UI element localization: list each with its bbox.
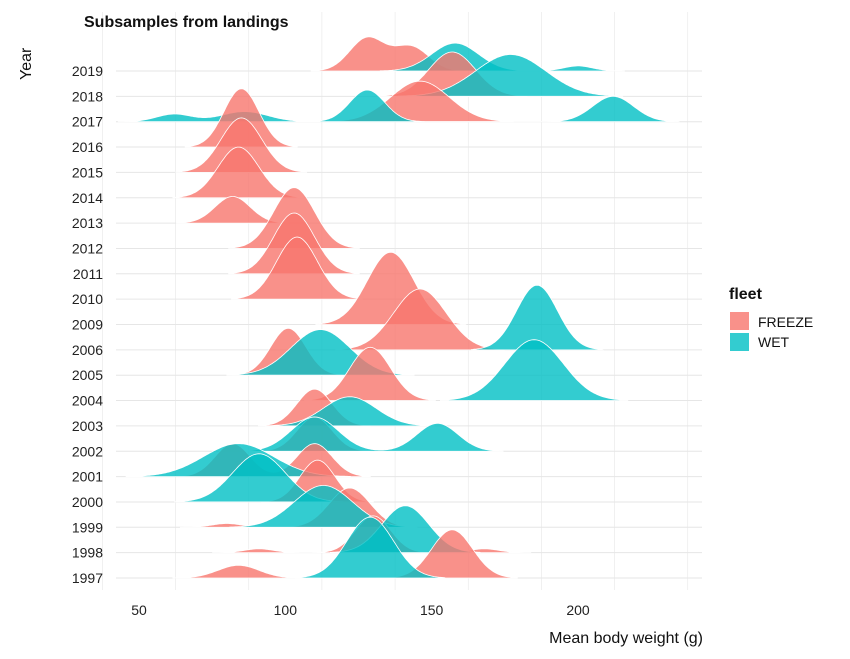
x-axis-title: Mean body weight (g) xyxy=(549,630,703,647)
y-tick-label: 2003 xyxy=(72,418,103,434)
y-tick-labels: 1997 1998 1999 2000 2001 2002 2003 2004 2005 2006… xyxy=(72,63,103,586)
ridge-densities xyxy=(117,36,681,579)
x-tick-labels: 50 100 150 200 xyxy=(131,602,590,618)
y-tick-label: 2001 xyxy=(72,469,103,485)
y-tick-label: 2018 xyxy=(72,88,103,104)
ridge-wet-2006 xyxy=(471,284,605,351)
chart-title: Subsamples from landings xyxy=(84,14,289,31)
legend-label-wet: WET xyxy=(758,334,790,350)
x-tick-label: 200 xyxy=(566,602,590,618)
x-tick-label: 50 xyxy=(131,602,147,618)
legend-swatch-wet xyxy=(730,333,749,351)
y-tick-label: 2006 xyxy=(72,342,103,358)
y-tick-label: 2019 xyxy=(72,63,103,79)
y-axis-title: Year xyxy=(18,47,35,80)
y-tick-label: 2014 xyxy=(72,190,103,206)
y-tick-label: 2015 xyxy=(72,164,103,180)
ridge-freeze-2010 xyxy=(231,236,363,300)
y-tick-label: 1999 xyxy=(72,519,103,535)
y-tick-label: 2017 xyxy=(72,114,103,130)
y-tick-label: 2010 xyxy=(72,291,103,307)
x-tick-label: 150 xyxy=(420,602,444,618)
y-tick-label: 2004 xyxy=(72,393,103,409)
ridge-freeze-2006 xyxy=(335,288,505,351)
ridge-freeze-2015 xyxy=(175,117,308,173)
legend-swatch-freeze xyxy=(730,312,749,330)
y-tick-label: 2002 xyxy=(72,443,103,459)
ridge-wet-1997 xyxy=(294,516,447,579)
legend-label-freeze: FREEZE xyxy=(758,314,813,330)
y-tick-label: 2009 xyxy=(72,317,103,333)
y-tick-label: 2016 xyxy=(72,139,103,155)
y-tick-label: 2011 xyxy=(73,266,103,282)
x-tick-label: 100 xyxy=(274,602,298,618)
ridge-freeze-2014 xyxy=(172,146,305,199)
y-tick-label: 2012 xyxy=(72,240,103,256)
legend-title: fleet xyxy=(729,286,763,303)
ridge-wet-2004 xyxy=(440,339,629,401)
ridge-wet-2002 xyxy=(239,416,504,452)
legend: fleet FREEZE WET xyxy=(729,286,813,351)
y-tick-label: 2000 xyxy=(72,494,103,510)
y-tick-label: 1997 xyxy=(72,570,103,586)
y-tick-label: 2013 xyxy=(72,215,103,231)
y-tick-label: 1998 xyxy=(72,545,103,561)
y-tick-label: 2005 xyxy=(72,367,103,383)
